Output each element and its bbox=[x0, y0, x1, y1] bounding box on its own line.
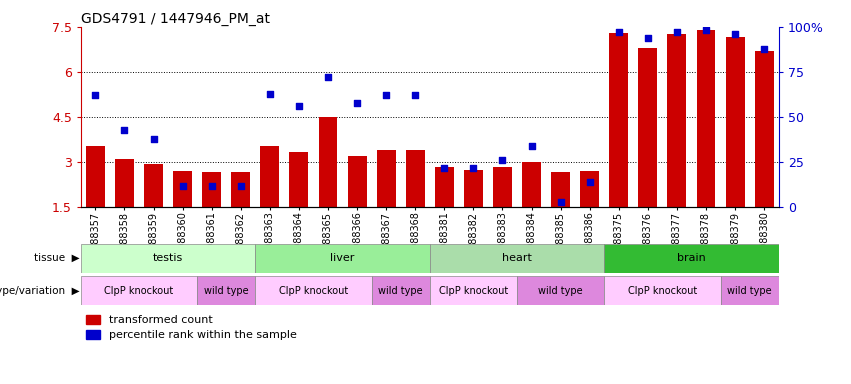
Point bbox=[263, 91, 277, 97]
Point bbox=[525, 143, 539, 149]
Text: testis: testis bbox=[153, 253, 183, 263]
Point bbox=[351, 99, 364, 106]
Point bbox=[466, 165, 480, 171]
Point bbox=[641, 35, 654, 41]
Bar bbox=[115, 159, 134, 207]
Text: wild type: wild type bbox=[728, 286, 772, 296]
Text: genotype/variation  ▶: genotype/variation ▶ bbox=[0, 286, 79, 296]
Bar bbox=[551, 172, 570, 207]
Point bbox=[437, 165, 451, 171]
Text: liver: liver bbox=[330, 253, 355, 263]
Bar bbox=[696, 30, 716, 207]
Bar bbox=[173, 170, 192, 207]
Bar bbox=[318, 117, 338, 207]
Bar bbox=[406, 150, 425, 207]
Bar bbox=[197, 276, 255, 305]
Bar bbox=[464, 170, 483, 207]
Bar bbox=[81, 276, 197, 305]
Bar bbox=[667, 35, 687, 207]
Bar bbox=[430, 244, 604, 273]
Point bbox=[670, 29, 683, 35]
Bar bbox=[435, 167, 454, 207]
Point bbox=[757, 45, 771, 51]
Text: heart: heart bbox=[502, 253, 532, 263]
Text: tissue  ▶: tissue ▶ bbox=[33, 253, 79, 263]
Bar bbox=[517, 276, 604, 305]
Point bbox=[495, 157, 509, 164]
Bar bbox=[86, 146, 105, 207]
Bar bbox=[493, 167, 512, 207]
Point bbox=[554, 199, 568, 205]
Point bbox=[612, 29, 625, 35]
Bar bbox=[255, 244, 430, 273]
Point bbox=[321, 74, 334, 81]
Bar bbox=[81, 244, 255, 273]
Text: ClpP knockout: ClpP knockout bbox=[628, 286, 697, 296]
Text: wild type: wild type bbox=[379, 286, 423, 296]
Bar bbox=[430, 276, 517, 305]
Text: brain: brain bbox=[677, 253, 705, 263]
Point bbox=[205, 183, 219, 189]
Point bbox=[583, 179, 597, 185]
Point bbox=[117, 127, 131, 133]
Text: ClpP knockout: ClpP knockout bbox=[439, 286, 508, 296]
Text: ClpP knockout: ClpP knockout bbox=[279, 286, 348, 296]
Bar bbox=[289, 152, 308, 207]
Point bbox=[380, 93, 393, 99]
Point bbox=[176, 183, 190, 189]
Legend: transformed count, percentile rank within the sample: transformed count, percentile rank withi… bbox=[87, 314, 296, 340]
Bar bbox=[377, 150, 396, 207]
Bar bbox=[522, 162, 541, 207]
Point bbox=[700, 27, 713, 33]
Bar bbox=[604, 244, 779, 273]
Point bbox=[89, 93, 102, 99]
Text: GDS4791 / 1447946_PM_at: GDS4791 / 1447946_PM_at bbox=[81, 12, 270, 26]
Bar bbox=[755, 51, 774, 207]
Bar bbox=[721, 276, 779, 305]
Bar bbox=[372, 276, 430, 305]
Point bbox=[408, 93, 422, 99]
Bar bbox=[638, 48, 657, 207]
Bar bbox=[604, 276, 721, 305]
Point bbox=[292, 103, 306, 109]
Bar bbox=[260, 146, 279, 207]
Text: wild type: wild type bbox=[204, 286, 248, 296]
Text: ClpP knockout: ClpP knockout bbox=[105, 286, 174, 296]
Text: wild type: wild type bbox=[539, 286, 583, 296]
Point bbox=[728, 31, 742, 37]
Point bbox=[146, 136, 160, 142]
Bar bbox=[255, 276, 372, 305]
Bar bbox=[580, 170, 599, 207]
Bar bbox=[231, 172, 250, 207]
Bar bbox=[203, 172, 221, 207]
Bar bbox=[609, 33, 628, 207]
Bar bbox=[347, 156, 367, 207]
Bar bbox=[144, 164, 163, 207]
Bar bbox=[726, 37, 745, 207]
Point bbox=[234, 183, 248, 189]
